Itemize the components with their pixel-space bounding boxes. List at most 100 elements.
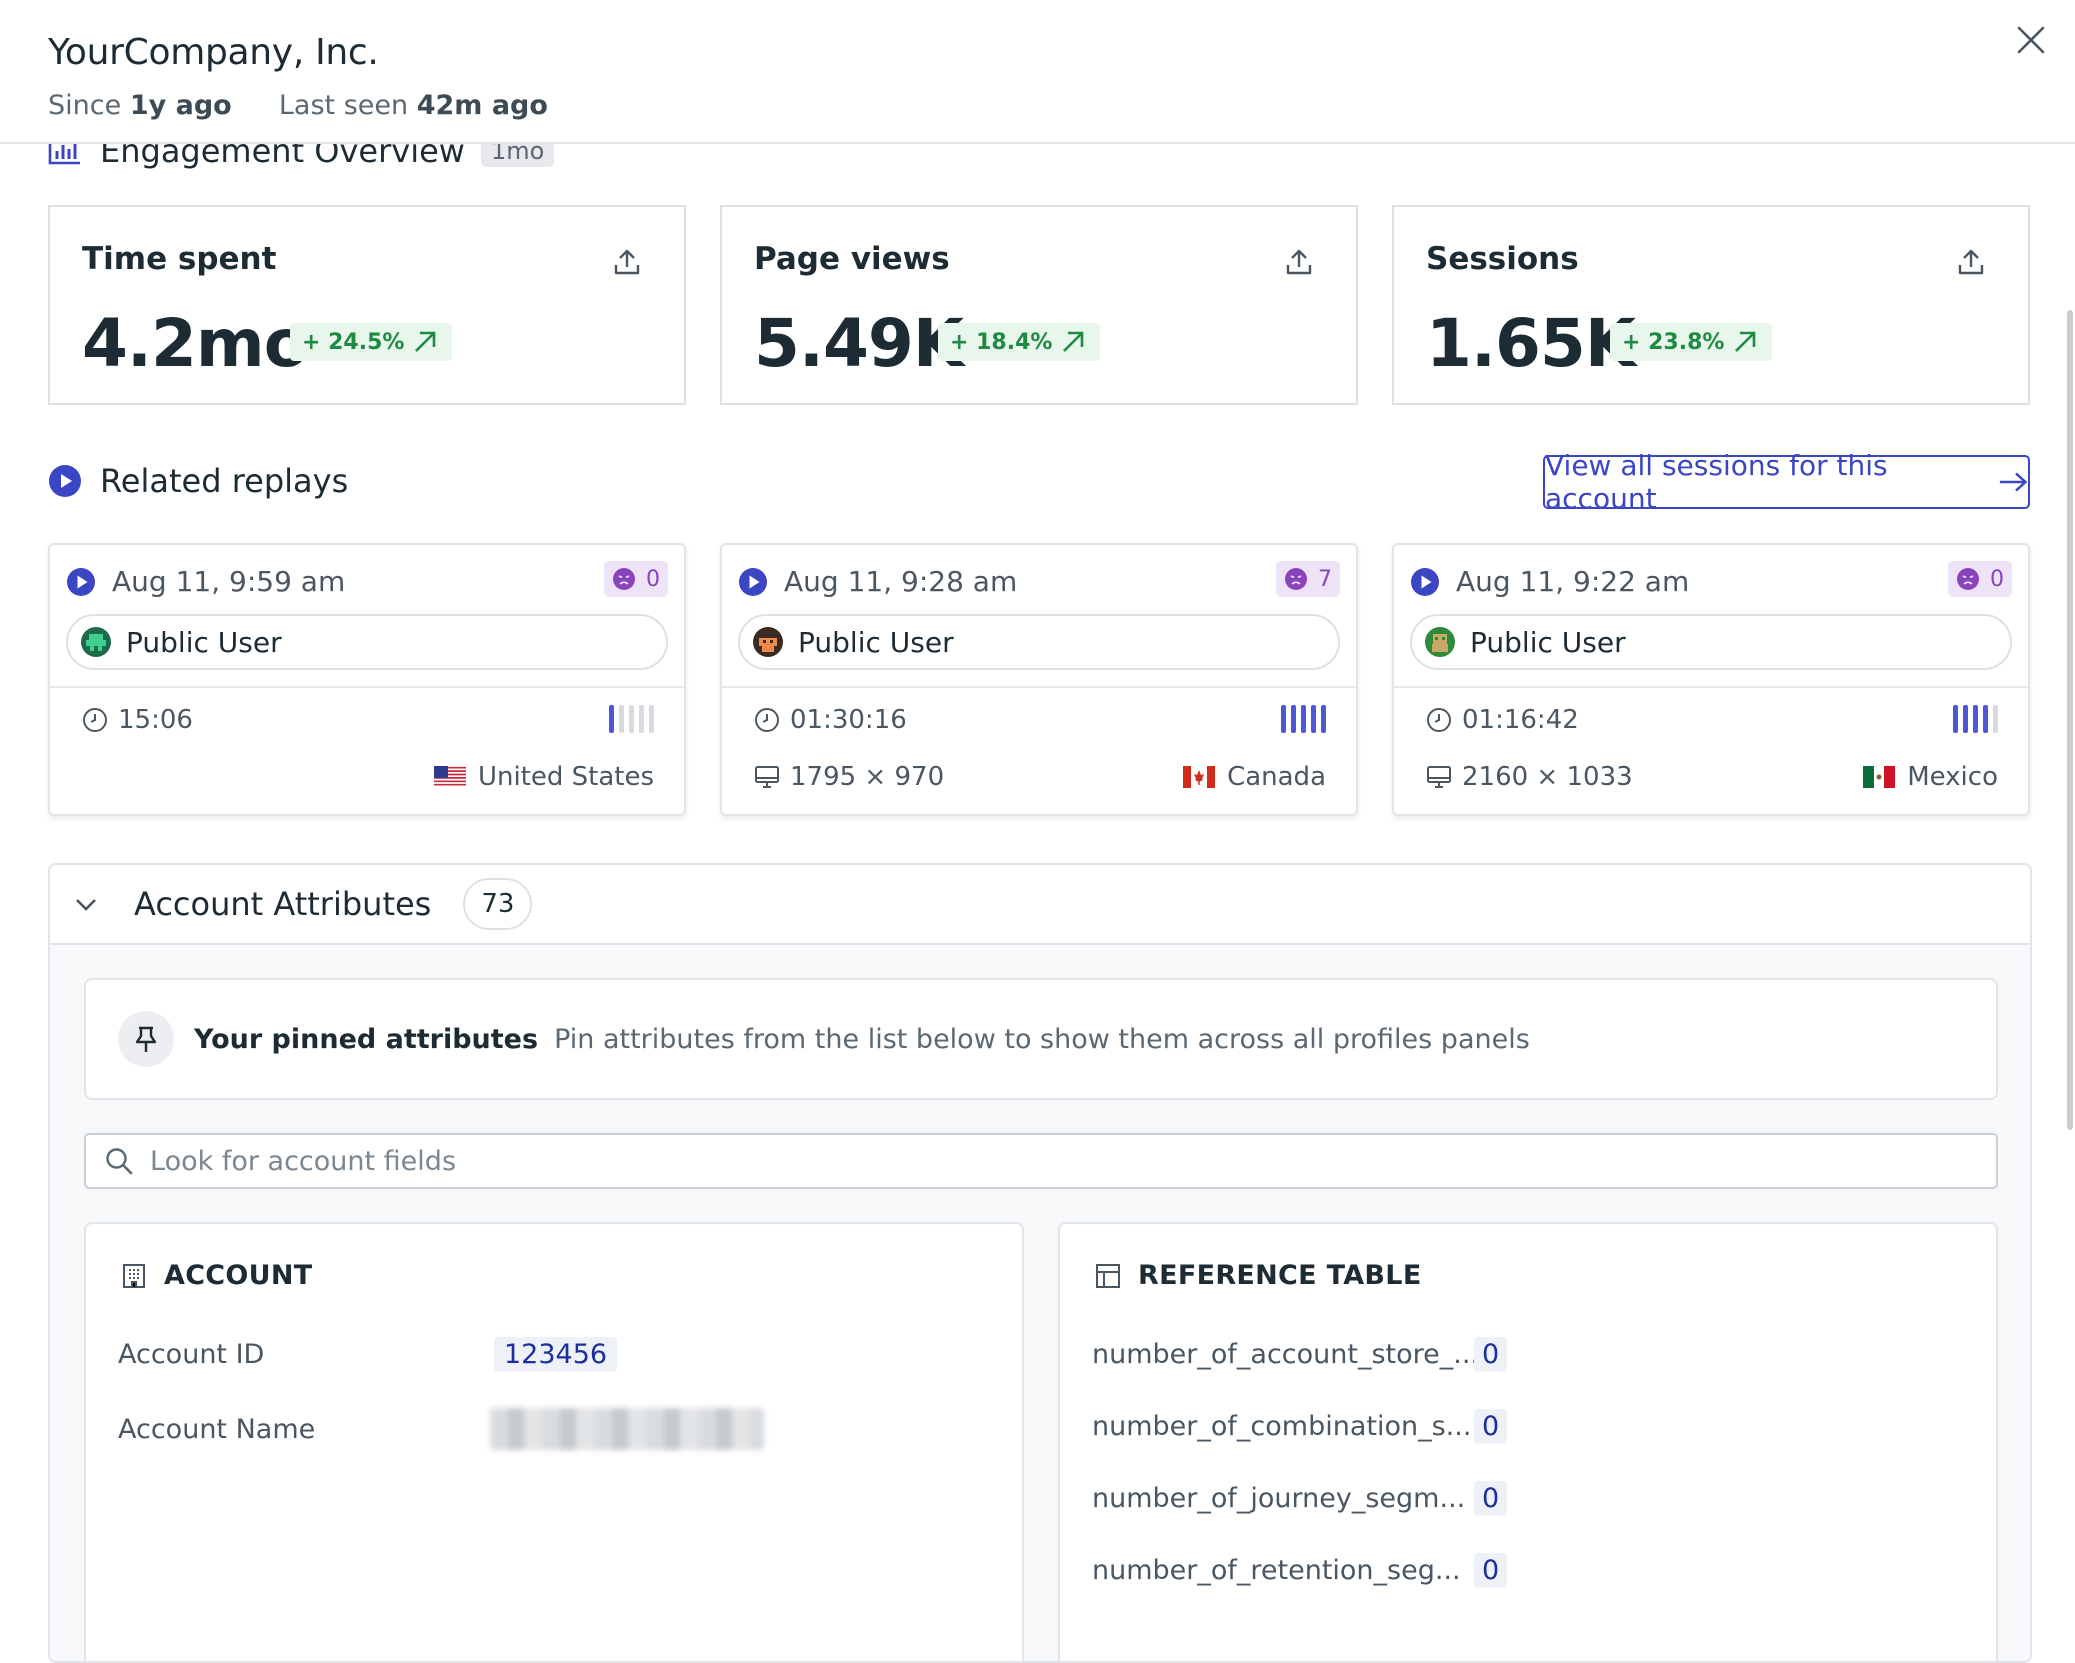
frustration-badge: 7 xyxy=(1276,561,1340,597)
user-name: Public User xyxy=(1470,625,1626,659)
search-input[interactable] xyxy=(148,1144,1952,1178)
user-avatar xyxy=(1425,627,1455,657)
country-name: Canada xyxy=(1227,762,1326,792)
page-title: YourCompany, Inc. xyxy=(48,32,379,73)
attribute-key: number_of_retention_seg... xyxy=(1092,1555,1461,1586)
attributes-count-badge: 73 xyxy=(463,878,533,930)
attribute-key: number_of_combination_s... xyxy=(1092,1411,1472,1442)
resolution-value: 1795 × 970 xyxy=(790,762,945,792)
metric-delta-badge: + 24.5% xyxy=(290,323,453,361)
attribute-value[interactable]: 0 xyxy=(1474,1409,1508,1444)
view-all-sessions-button[interactable]: View all sessions for this account xyxy=(1543,449,2030,515)
replay-country: Mexico xyxy=(1863,762,1998,792)
metric-delta: + 18.4% xyxy=(950,329,1053,355)
metric-card-time-spent: Time spent 4.2mo + 24.5% xyxy=(48,205,686,405)
replay-duration: 01:16:42 xyxy=(1426,705,1579,735)
scrollbar-thumb[interactable] xyxy=(2067,310,2073,1130)
export-icon[interactable] xyxy=(1284,247,1314,277)
duration-value: 01:30:16 xyxy=(790,705,907,735)
export-icon[interactable] xyxy=(1956,247,1986,277)
account-card-title: ACCOUNT xyxy=(164,1260,313,1291)
attribute-row[interactable]: number_of_journey_segm... 0 xyxy=(1092,1481,1508,1516)
export-icon[interactable] xyxy=(612,247,642,277)
monitor-icon xyxy=(1427,766,1451,788)
attribute-row[interactable]: Account Name xyxy=(118,1408,764,1450)
replay-date: Aug 11, 9:28 am xyxy=(784,565,1018,598)
play-circle-icon[interactable] xyxy=(738,567,768,597)
resolution-value: 2160 × 1033 xyxy=(1462,762,1633,792)
metric-delta-badge: + 23.8% xyxy=(1610,323,1773,361)
last-seen-value: 42m ago xyxy=(416,90,548,121)
clock-icon xyxy=(1427,708,1451,732)
user-avatar xyxy=(81,627,111,657)
account-fields-search[interactable] xyxy=(84,1133,1998,1189)
account-attributes-panel: Account Attributes 73 Your pinned attrib… xyxy=(48,863,2032,1663)
metric-card-sessions: Sessions 1.65K + 23.8% xyxy=(1392,205,2030,405)
user-name: Public User xyxy=(126,625,282,659)
scrollbar[interactable] xyxy=(2065,142,2075,1647)
user-avatar xyxy=(753,627,783,657)
metric-delta: + 23.8% xyxy=(1622,329,1725,355)
play-circle-icon[interactable] xyxy=(1410,567,1440,597)
play-circle-icon[interactable] xyxy=(66,567,96,597)
replay-card[interactable]: Aug 11, 9:22 am 0 Public User 01:16:42 2… xyxy=(1392,543,2030,816)
metric-value: 4.2mo xyxy=(82,305,309,382)
user-chip[interactable]: Public User xyxy=(738,614,1340,670)
attribute-key: Account ID xyxy=(118,1339,265,1370)
attribute-key: number_of_account_store_... xyxy=(1092,1339,1474,1370)
account-attributes-header[interactable]: Account Attributes 73 xyxy=(50,865,2030,945)
pinned-attributes-banner: Your pinned attributes Pin attributes fr… xyxy=(84,978,1998,1100)
replay-card[interactable]: Aug 11, 9:28 am 7 Public User 01:30:16 1… xyxy=(720,543,1358,816)
attribute-value[interactable]: 0 xyxy=(1474,1481,1508,1516)
panel-header: YourCompany, Inc. Since 1y ago Last seen… xyxy=(0,0,2075,144)
duration-value: 01:16:42 xyxy=(1462,705,1579,735)
pinned-attributes-title: Your pinned attributes xyxy=(194,1023,539,1055)
arrow-up-right-icon xyxy=(1735,331,1756,352)
replay-resolution: 1795 × 970 xyxy=(754,762,944,792)
metric-delta-badge: + 18.4% xyxy=(938,323,1101,361)
reference-table-title: REFERENCE TABLE xyxy=(1138,1260,1422,1291)
frustration-badge: 0 xyxy=(1948,561,2012,597)
replay-country: Canada xyxy=(1183,762,1326,792)
chevron-down-icon[interactable] xyxy=(70,888,102,920)
attribute-value[interactable]: 0 xyxy=(1474,1553,1508,1588)
pin-icon xyxy=(135,1026,157,1052)
close-icon[interactable] xyxy=(2011,20,2051,60)
frustrated-face-icon xyxy=(1285,568,1307,590)
bar-chart-icon xyxy=(48,139,80,165)
account-meta: Since 1y ago Last seen 42m ago xyxy=(48,90,548,121)
attribute-row[interactable]: number_of_combination_s... 0 xyxy=(1092,1409,1508,1444)
attribute-key: number_of_journey_segm... xyxy=(1092,1483,1466,1514)
activity-level-indicator xyxy=(609,705,654,733)
attribute-row[interactable]: number_of_retention_seg... 0 xyxy=(1092,1553,1508,1588)
attribute-row[interactable]: Account ID 123456 xyxy=(118,1337,618,1372)
frustration-count: 0 xyxy=(1990,566,2004,592)
replay-date: Aug 11, 9:59 am xyxy=(112,565,346,598)
metric-label: Time spent xyxy=(82,241,277,277)
attribute-value[interactable]: 123456 xyxy=(494,1337,618,1372)
reference-table-card: REFERENCE TABLE number_of_account_store_… xyxy=(1058,1222,1998,1661)
metric-value: 1.65K xyxy=(1426,305,1636,382)
user-chip[interactable]: Public User xyxy=(1410,614,2012,670)
metric-delta: + 24.5% xyxy=(302,329,405,355)
table-icon xyxy=(1096,1263,1120,1288)
pinned-attributes-description: Pin attributes from the list below to sh… xyxy=(554,1023,1530,1055)
metric-value: 5.49K xyxy=(754,305,964,382)
frustration-count: 0 xyxy=(646,566,660,592)
activity-level-indicator xyxy=(1953,705,1998,733)
replay-resolution: 2160 × 1033 xyxy=(1426,762,1633,792)
replay-duration: 01:30:16 xyxy=(754,705,907,735)
clock-icon xyxy=(755,708,779,732)
replay-duration: 15:06 xyxy=(82,705,193,735)
replay-card[interactable]: Aug 11, 9:59 am 0 Public User 15:06 Unit… xyxy=(48,543,686,816)
last-seen-label: Last seen xyxy=(278,90,409,121)
attribute-row[interactable]: number_of_account_store_... 0 xyxy=(1092,1337,1508,1372)
arrow-up-right-icon xyxy=(415,331,436,352)
attribute-value[interactable]: 0 xyxy=(1474,1337,1508,1372)
activity-level-indicator xyxy=(1281,705,1326,733)
redacted-value xyxy=(490,1408,764,1450)
user-chip[interactable]: Public User xyxy=(66,614,668,670)
account-attributes-title: Account Attributes xyxy=(134,885,432,923)
canada-flag-icon xyxy=(1183,766,1216,788)
pin-icon-wrapper xyxy=(118,1011,174,1067)
